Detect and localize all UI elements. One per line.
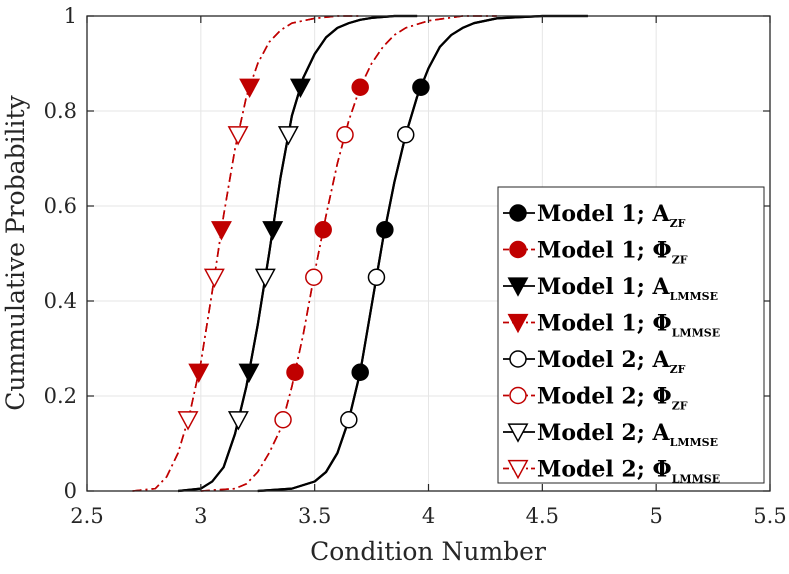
legend-label: Model 2; ΦLMMSE xyxy=(537,457,720,486)
series-marker xyxy=(274,411,292,429)
legend-label: Model 1; ΦLMMSE xyxy=(537,311,720,340)
series-marker xyxy=(412,78,430,96)
legend-label: Model 2; AZF xyxy=(537,347,686,376)
series-line xyxy=(177,14,418,493)
series-line xyxy=(132,15,361,492)
series-marker xyxy=(314,221,332,239)
legend-label: Model 1; AZF xyxy=(537,201,686,230)
legend-marker xyxy=(509,350,527,368)
x-tick-labels: 2.5 3 3.5 4 4.5 5 5.5 xyxy=(70,504,786,528)
legend-box xyxy=(497,186,765,484)
legend-label: Model 2; ΦZF xyxy=(537,384,688,413)
series-marker xyxy=(188,363,210,384)
legend-marker xyxy=(507,423,529,443)
series-marker xyxy=(238,363,260,384)
series-marker xyxy=(305,268,323,286)
legend-marker xyxy=(507,277,529,297)
legend-marker xyxy=(509,204,527,222)
x-tick-label: 5 xyxy=(649,504,662,528)
x-tick-label: 4.5 xyxy=(526,504,559,528)
x-tick-label: 3.5 xyxy=(298,504,331,528)
series-markers xyxy=(177,78,430,431)
series-marker xyxy=(254,268,276,289)
series-marker xyxy=(277,126,299,146)
series-marker xyxy=(211,221,232,241)
legend-label: Model 1; ALMMSE xyxy=(537,274,718,303)
series-line xyxy=(257,14,588,493)
y-tick-label: 0.2 xyxy=(44,384,77,408)
series-marker xyxy=(351,363,369,381)
legend-label: Model 2; ALMMSE xyxy=(537,420,718,449)
y-tick-label: 0.4 xyxy=(44,289,77,313)
legend-label: Model 1; ΦZF xyxy=(537,238,688,267)
y-tick-label: 0.6 xyxy=(44,194,77,218)
x-tick-label: 2.5 xyxy=(70,504,103,528)
series-lines xyxy=(132,14,588,493)
series-marker xyxy=(367,268,386,286)
series-marker xyxy=(376,221,394,239)
series-marker xyxy=(340,411,358,429)
y-tick-label: 1 xyxy=(64,4,77,28)
series-marker xyxy=(289,78,311,99)
y-tick-label: 0.8 xyxy=(44,99,77,123)
series-marker xyxy=(227,126,249,146)
x-axis-label: Condition Number xyxy=(310,537,546,566)
y-tick-labels: 0 0.2 0.4 0.6 0.8 1 xyxy=(44,4,77,503)
series-marker xyxy=(396,126,415,144)
series-line xyxy=(200,15,497,492)
series-marker xyxy=(227,411,249,431)
series-marker xyxy=(336,126,354,144)
x-tick-label: 5.5 xyxy=(753,504,786,528)
y-axis-label: Cummulative Probability xyxy=(1,94,30,410)
series-marker xyxy=(177,411,199,431)
axis-ticks xyxy=(86,15,771,492)
series-marker xyxy=(286,363,304,381)
legend-marker xyxy=(509,386,527,405)
legend-marker xyxy=(507,313,529,334)
legend-marker xyxy=(509,240,527,259)
x-tick-label: 4 xyxy=(422,504,435,528)
series-marker xyxy=(262,221,284,241)
series-marker xyxy=(351,78,369,96)
legend: Model 1; AZF Model 1; ΦZF Model 1; ALMMSE M… xyxy=(497,186,765,486)
y-tick-label: 0 xyxy=(64,479,77,503)
series-marker xyxy=(239,78,261,99)
legend-marker xyxy=(507,459,529,480)
series-marker xyxy=(203,268,225,289)
x-tick-label: 3 xyxy=(194,504,207,528)
